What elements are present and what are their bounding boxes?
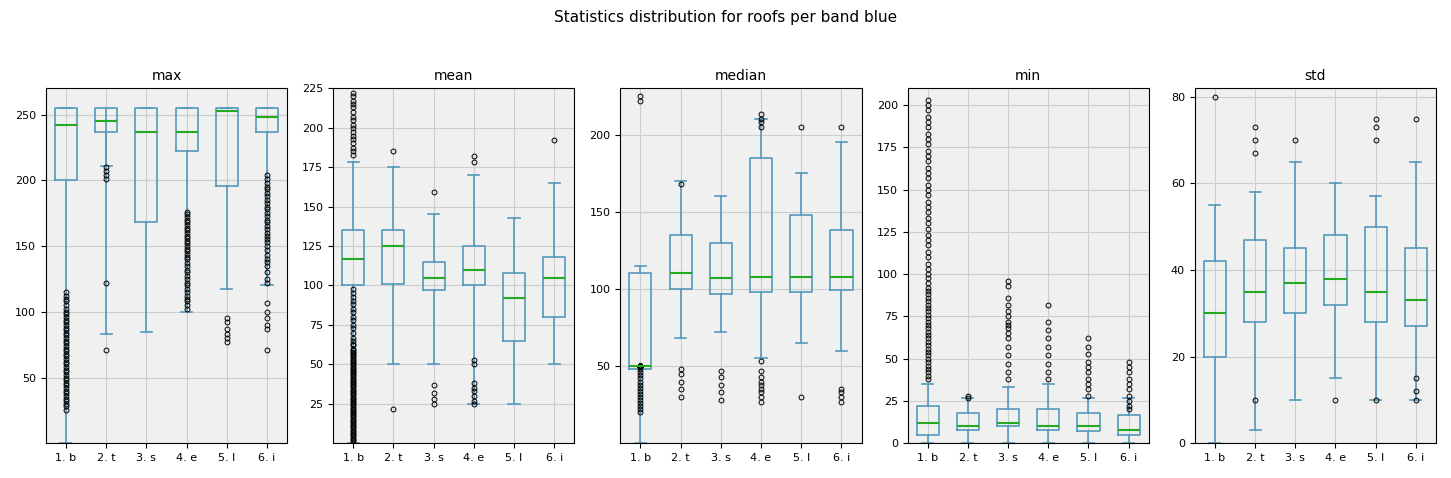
Title: std: std (1304, 69, 1326, 83)
Title: max: max (151, 69, 181, 83)
Text: Statistics distribution for roofs per band blue: Statistics distribution for roofs per ba… (554, 10, 897, 24)
Title: min: min (1016, 69, 1042, 83)
Title: median: median (715, 69, 768, 83)
Title: mean: mean (434, 69, 473, 83)
